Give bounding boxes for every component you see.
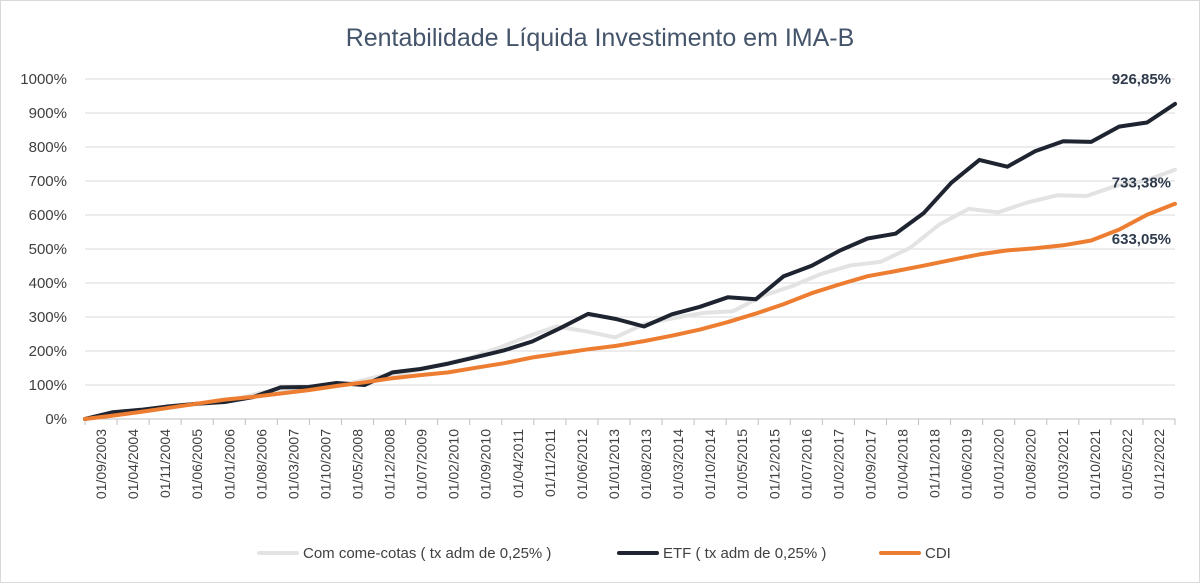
- series-lines: [83, 101, 1177, 421]
- y-tick-label: 700%: [29, 173, 67, 190]
- x-tick-label: 01/03/2007: [285, 429, 301, 499]
- x-tick-label: 01/08/2020: [1023, 429, 1039, 499]
- y-tick-label: 200%: [29, 343, 67, 360]
- x-tick-label: 01/09/2010: [478, 429, 494, 499]
- y-tick-label: 800%: [29, 139, 67, 156]
- x-tick-label: 01/11/2004: [157, 429, 173, 498]
- y-tick-label: 600%: [29, 207, 67, 224]
- x-tick-label: 01/09/2003: [93, 429, 109, 499]
- x-tick-label: 01/06/2005: [189, 429, 205, 499]
- end-value-label: 733,38%: [1112, 175, 1171, 192]
- legend-label: Com come-cotas ( tx adm de 0,25% ): [303, 545, 551, 562]
- end-value-label: 926,85%: [1112, 71, 1171, 88]
- x-tick-label: 01/05/2022: [1119, 429, 1135, 499]
- x-tick-label: 01/09/2017: [862, 429, 878, 499]
- x-tick-label: 01/08/2013: [638, 429, 654, 499]
- x-tick-label: 01/11/2011: [542, 429, 558, 497]
- x-tick-label: 01/12/2008: [382, 429, 398, 499]
- x-tick-label: 01/02/2017: [830, 429, 846, 499]
- x-tick-label: 01/03/2014: [670, 429, 686, 499]
- x-tick-label: 01/08/2006: [253, 429, 269, 499]
- legend: Com come-cotas ( tx adm de 0,25% ) ETF ( …: [257, 545, 951, 562]
- x-tick-label: 01/10/2007: [317, 429, 333, 499]
- end-labels: 733,38% 926,85% 633,05%: [1112, 71, 1171, 248]
- x-tick-label: 01/10/2021: [1087, 429, 1103, 499]
- x-tick-label: 01/12/2015: [766, 429, 782, 499]
- y-tick-label: 900%: [29, 105, 67, 122]
- end-value-label: 633,05%: [1112, 231, 1171, 248]
- y-tick-label: 0%: [45, 411, 67, 428]
- x-tick-label: 01/10/2014: [702, 429, 718, 499]
- x-tick-label: 01/04/2018: [895, 429, 911, 499]
- x-tick-label: 01/04/2011: [510, 429, 526, 498]
- y-tick-label: 400%: [29, 275, 67, 292]
- x-tick-label: 01/01/2020: [991, 429, 1007, 499]
- y-tick-label: 1000%: [20, 71, 67, 88]
- gridlines: [85, 78, 1175, 420]
- axes: 0% 100% 200% 300% 400% 500% 600% 700% 800% 900% 10…: [20, 71, 1176, 499]
- x-tick-label: 01/06/2019: [959, 429, 975, 499]
- legend-label: ETF ( tx adm de 0,25% ): [663, 545, 826, 562]
- legend-label: CDI: [925, 545, 951, 562]
- x-tick-label: 01/01/2013: [606, 429, 622, 499]
- y-tick-label: 100%: [29, 377, 67, 394]
- series-line-2: [83, 201, 1177, 421]
- x-tick-label: 01/04/2004: [125, 429, 141, 499]
- x-tick-label: 01/11/2018: [927, 429, 943, 498]
- x-tick-label: 01/07/2009: [414, 429, 430, 499]
- x-tick-label: 01/05/2008: [350, 429, 366, 499]
- y-tick-label: 500%: [29, 241, 67, 258]
- x-tick-label: 01/07/2016: [798, 429, 814, 499]
- series-line-0: [83, 167, 1177, 421]
- chart-title: Rentabilidade Líquida Investimento em IM…: [346, 24, 855, 52]
- series-line-1: [83, 101, 1177, 421]
- x-tick-label: 01/02/2010: [446, 429, 462, 499]
- x-tick-label: 01/03/2021: [1055, 429, 1071, 499]
- x-tick-label: 01/12/2022: [1151, 429, 1167, 499]
- x-tick-label: 01/06/2012: [574, 429, 590, 499]
- x-tick-label: 01/05/2015: [734, 429, 750, 499]
- x-tick-label: 01/01/2006: [221, 429, 237, 499]
- y-tick-label: 300%: [29, 309, 67, 326]
